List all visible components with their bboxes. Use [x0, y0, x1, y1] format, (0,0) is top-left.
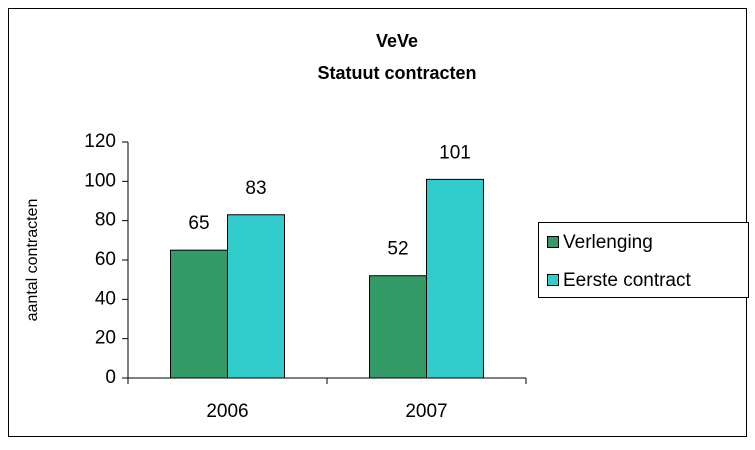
data-label: 52	[387, 239, 408, 260]
legend-label: Verlenging	[563, 232, 653, 253]
y-tick-label: 20	[95, 328, 116, 349]
data-label: 101	[439, 142, 471, 163]
y-tick-label: 40	[95, 288, 116, 309]
y-tick-label: 80	[95, 210, 116, 231]
data-label: 83	[245, 178, 266, 199]
x-tick-label: 2006	[206, 401, 248, 422]
y-tick-label: 0	[105, 367, 116, 388]
x-tick-label: 2007	[405, 401, 447, 422]
y-tick-label: 100	[84, 170, 116, 191]
y-tick-label: 60	[95, 249, 116, 270]
bar	[369, 275, 427, 379]
chart-title: VeVe	[376, 31, 418, 51]
bar	[170, 249, 228, 379]
y-axis-label: aantal contracten	[24, 199, 41, 322]
legend-swatch	[547, 274, 559, 286]
bar	[426, 178, 484, 379]
data-label: 65	[188, 213, 209, 234]
legend-swatch	[547, 236, 559, 248]
legend	[538, 222, 749, 298]
legend-label: Eerste contract	[563, 270, 691, 291]
chart-subtitle: Statuut contracten	[317, 63, 476, 83]
bar	[227, 214, 285, 379]
y-tick-label: 120	[84, 131, 116, 152]
